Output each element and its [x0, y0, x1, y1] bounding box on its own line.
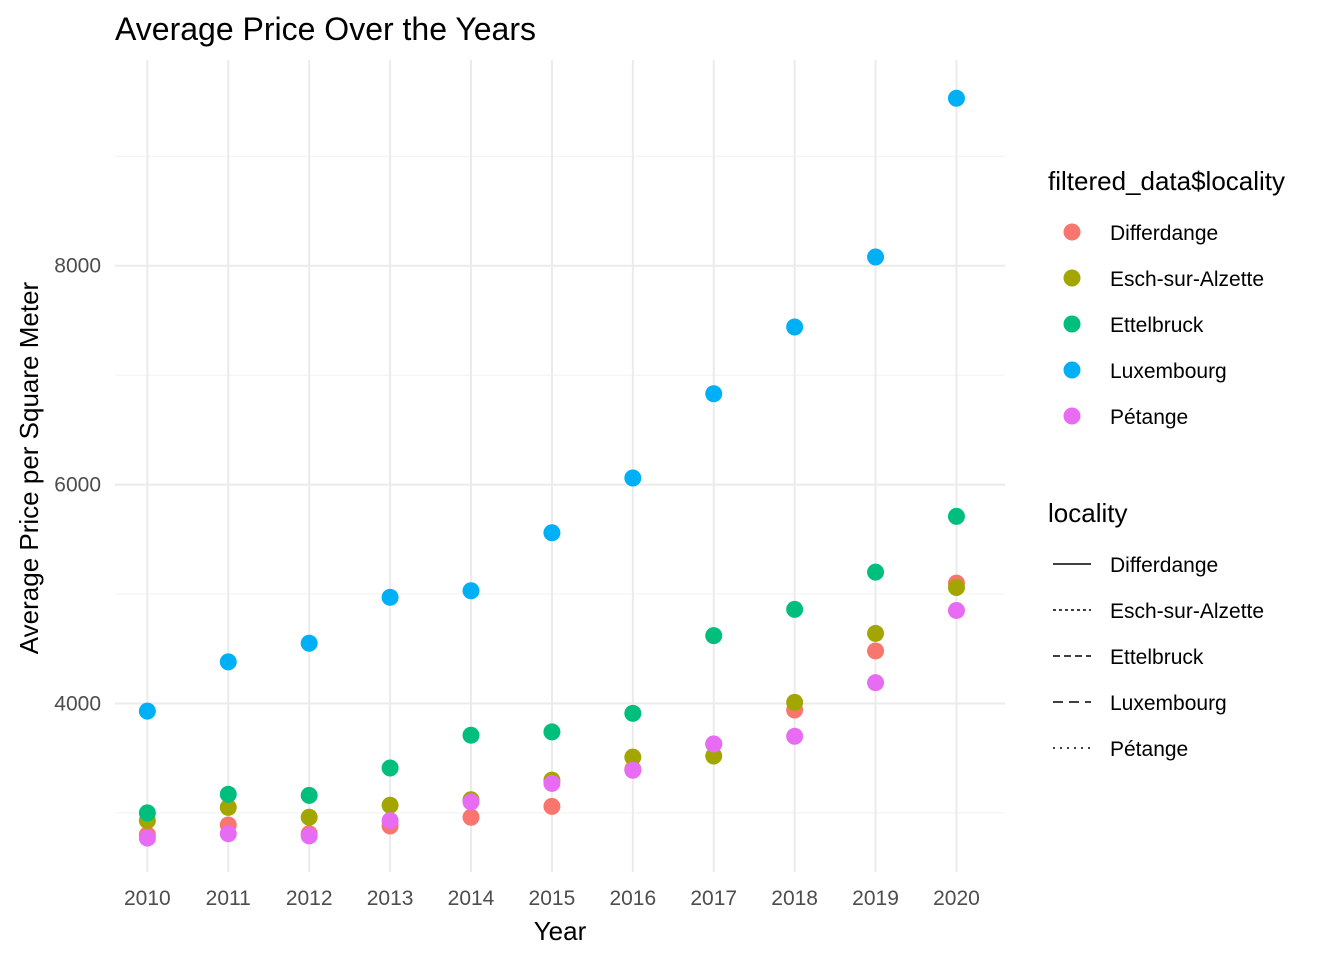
data-point: [705, 627, 723, 645]
legend-label: Esch-sur-Alzette: [1110, 268, 1264, 291]
data-point: [138, 804, 156, 822]
linetype-legend-title: locality: [1048, 498, 1127, 528]
x-tick-label: 2014: [448, 887, 495, 910]
data-point: [786, 318, 804, 336]
data-point: [786, 693, 804, 711]
legend-label: Differdange: [1110, 554, 1218, 577]
data-point: [138, 702, 156, 720]
x-tick-label: 2019: [852, 887, 899, 910]
data-point: [947, 507, 965, 525]
color-legend-title: filtered_data$locality: [1048, 166, 1285, 196]
data-point: [462, 793, 480, 811]
data-point: [219, 798, 237, 816]
x-axis-title: Year: [534, 916, 587, 946]
legend-key-point: [1063, 407, 1081, 425]
data-point: [381, 812, 399, 830]
legend-key-point: [1063, 223, 1081, 241]
data-point: [219, 653, 237, 671]
x-tick-label: 2013: [367, 887, 414, 910]
legend-label: Pétange: [1110, 738, 1188, 761]
data-point: [867, 642, 885, 660]
linetype-legend: locality Differdange Esch-sur-Alzette Ette…: [1048, 498, 1264, 761]
x-tick-label: 2020: [933, 887, 980, 910]
data-point: [381, 759, 399, 777]
data-point: [947, 89, 965, 107]
data-point: [381, 588, 399, 606]
data-point: [300, 634, 318, 652]
data-point: [543, 797, 561, 815]
data-point: [543, 723, 561, 741]
data-point: [867, 248, 885, 266]
y-tick-label: 4000: [54, 692, 101, 715]
data-point: [624, 469, 642, 487]
data-point: [947, 578, 965, 596]
x-tick-label: 2015: [529, 887, 576, 910]
data-point: [867, 624, 885, 642]
y-tick-label: 6000: [54, 474, 101, 497]
data-point: [219, 785, 237, 803]
y-tick-label: 8000: [54, 255, 101, 278]
data-point: [786, 600, 804, 618]
data-point: [786, 727, 804, 745]
legend-label: Pétange: [1110, 406, 1188, 429]
data-point: [462, 582, 480, 600]
x-tick-label: 2010: [124, 887, 171, 910]
x-tick-label: 2016: [609, 887, 656, 910]
legend-label: Luxembourg: [1110, 360, 1227, 383]
legend-label: Esch-sur-Alzette: [1110, 600, 1264, 623]
data-point: [138, 829, 156, 847]
data-point: [462, 808, 480, 826]
data-point: [543, 524, 561, 542]
data-point: [300, 786, 318, 804]
grid: [115, 60, 1005, 872]
data-point: [300, 827, 318, 845]
legend-label: Ettelbruck: [1110, 646, 1204, 669]
legend-label: Differdange: [1110, 222, 1218, 245]
legend-label: Ettelbruck: [1110, 314, 1204, 337]
legend-key-point: [1063, 361, 1081, 379]
axis-ticks: 2010 2011 2012 2013 2014 2015 2016 2017 2018 2019…: [54, 255, 980, 910]
x-tick-label: 2011: [206, 887, 251, 910]
x-tick-label: 2012: [286, 887, 333, 910]
legend-key-point: [1063, 269, 1081, 287]
data-point: [705, 747, 723, 765]
data-point: [705, 385, 723, 403]
data-point: [219, 825, 237, 843]
legend-label: Luxembourg: [1110, 692, 1227, 715]
data-point: [381, 796, 399, 814]
legend-key-point: [1063, 315, 1081, 333]
y-axis-title: Average Price per Square Meter: [14, 281, 44, 654]
x-tick-label: 2017: [690, 887, 737, 910]
data-point: [300, 808, 318, 826]
data-point: [947, 601, 965, 619]
data-point: [624, 761, 642, 779]
data-point: [705, 735, 723, 753]
data-point: [867, 563, 885, 581]
data-point: [543, 774, 561, 792]
x-tick-label: 2018: [771, 887, 818, 910]
data-point: [462, 726, 480, 744]
data-point: [624, 748, 642, 766]
chart-title: Average Price Over the Years: [115, 11, 536, 47]
data-points: [138, 89, 965, 847]
color-legend: filtered_data$locality Differdange Esch-s…: [1048, 166, 1285, 429]
data-point: [867, 674, 885, 692]
data-point: [624, 704, 642, 722]
